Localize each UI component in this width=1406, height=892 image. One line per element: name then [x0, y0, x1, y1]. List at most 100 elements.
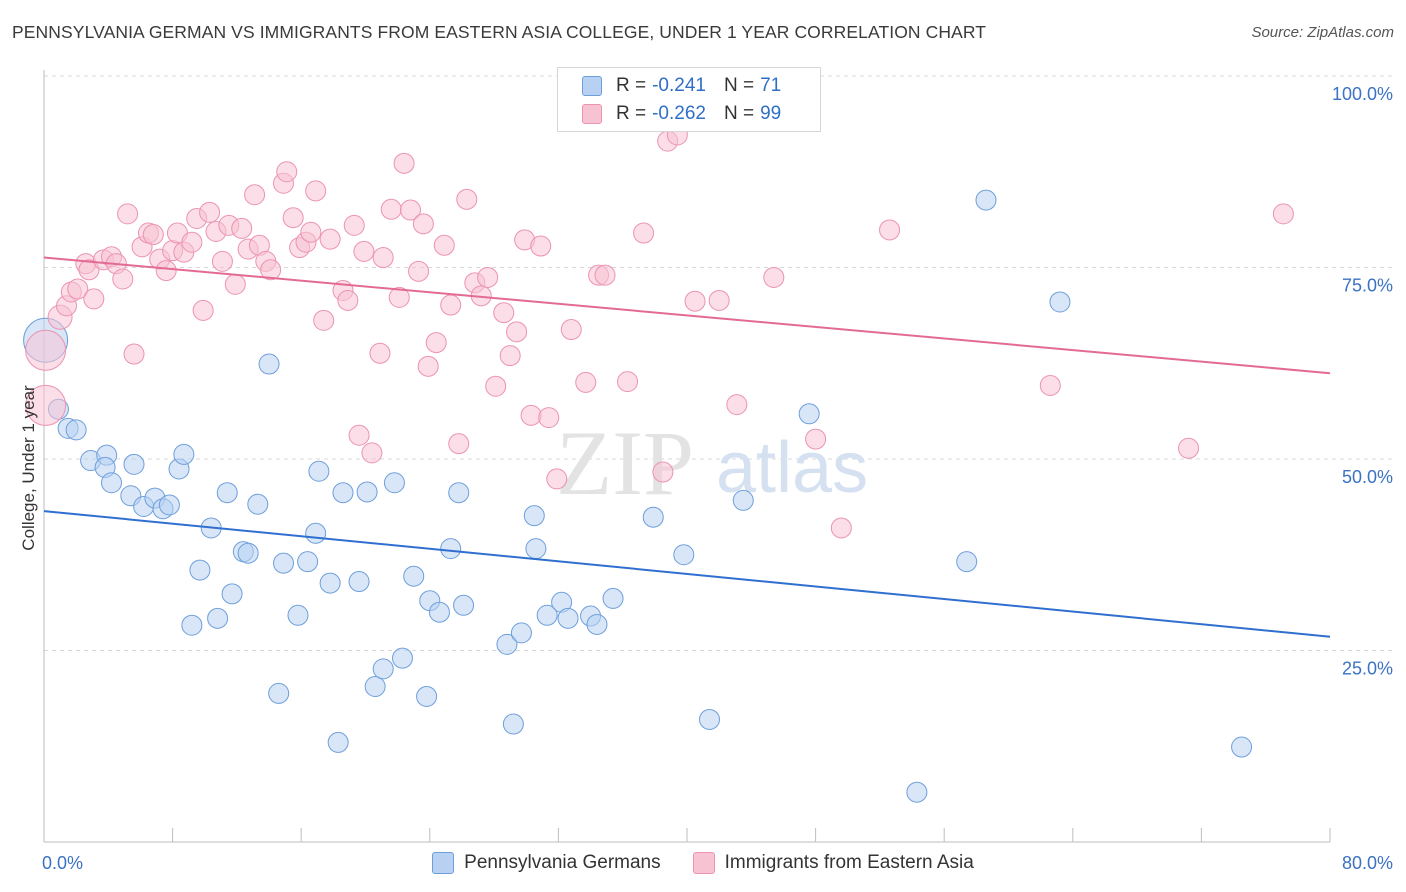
data-point [211, 250, 233, 272]
legend-swatch-pink [692, 852, 715, 874]
data-point [1178, 437, 1200, 459]
x-tick-label-max: 80.0% [1342, 853, 1393, 873]
data-point [369, 342, 391, 364]
data-point [181, 614, 203, 636]
y-tick-label: 50.0% [1342, 467, 1393, 487]
data-point [763, 266, 785, 288]
stats-legend: R = -0.241 N = 71 R = -0.262 N = 99 [557, 67, 821, 132]
trend-line-immigrants-eastern-asia [43, 256, 1331, 375]
data-point [433, 234, 455, 256]
data-point [181, 231, 203, 253]
series-immigrants-eastern-asia-points [25, 124, 1294, 539]
data-point [1039, 374, 1061, 396]
data-point [510, 622, 532, 644]
data-point [496, 633, 518, 655]
data-point [380, 198, 402, 220]
data-point [428, 601, 450, 623]
data-point [327, 731, 349, 753]
data-point [282, 207, 304, 229]
data-point [956, 551, 978, 573]
legend-swatch-blue [582, 76, 602, 96]
data-point [448, 482, 470, 504]
data-point [112, 268, 134, 290]
data-point [353, 240, 375, 262]
data-point [247, 493, 269, 515]
data-point [546, 468, 568, 490]
data-point [142, 224, 164, 246]
legend-item-immigrants-eastern-asia: Immigrants from Eastern Asia [692, 852, 974, 874]
y-tick-label: 25.0% [1342, 659, 1393, 679]
data-point [308, 460, 330, 482]
data-point [525, 538, 547, 560]
data-point [155, 260, 177, 282]
data-point [403, 565, 425, 587]
data-point [65, 419, 87, 441]
data-point [699, 708, 721, 730]
data-point [633, 222, 655, 244]
legend-swatch-blue [432, 852, 455, 874]
data-point [594, 264, 616, 286]
data-point [485, 375, 507, 397]
y-axis-title: College, Under 1 year [19, 385, 38, 551]
data-point [499, 345, 521, 367]
gridlines [44, 75, 1392, 651]
data-point [78, 259, 100, 281]
legend-label: Immigrants from Eastern Asia [724, 852, 974, 873]
data-point [448, 433, 470, 455]
legend-n-label: N = [723, 75, 755, 96]
data-point [25, 329, 67, 371]
data-point [305, 522, 327, 544]
data-point [1049, 291, 1071, 313]
legend-r-label: R = [616, 103, 647, 124]
data-point [393, 152, 415, 174]
data-point [192, 299, 214, 321]
chart-title: PENNSYLVANIA GERMAN VS IMMIGRANTS FROM E… [12, 22, 987, 42]
data-point [216, 482, 238, 504]
data-point [805, 428, 827, 450]
data-point [798, 403, 820, 425]
data-point [297, 551, 319, 573]
data-point [506, 321, 528, 343]
data-point [332, 482, 354, 504]
data-point [538, 407, 560, 429]
data-point [343, 214, 365, 236]
legend-row-immigrants-eastern-asia: R = -0.262 N = 99 [582, 102, 781, 126]
data-point [348, 424, 370, 446]
data-point [319, 572, 341, 594]
data-point [25, 384, 67, 426]
data-point [158, 494, 180, 516]
data-point [708, 289, 730, 311]
data-point [673, 544, 695, 566]
data-point [652, 461, 674, 483]
data-point [388, 286, 410, 308]
data-point [400, 199, 422, 221]
data-point [67, 278, 89, 300]
chart-source: Source: ZipAtlas.com [1251, 24, 1394, 41]
data-point [523, 505, 545, 527]
legend-label: Pennsylvania Germans [464, 852, 661, 873]
data-point [231, 217, 253, 239]
data-point [173, 443, 195, 465]
data-point [305, 180, 327, 202]
data-point [337, 289, 359, 311]
data-point [364, 676, 386, 698]
data-point [313, 309, 335, 331]
data-point [557, 607, 579, 629]
data-point [101, 472, 123, 494]
data-point [361, 442, 383, 464]
data-point [348, 571, 370, 593]
data-point [440, 538, 462, 560]
data-point [123, 343, 145, 365]
legend-item-pennsylvania-germans: Pennsylvania Germans [432, 852, 661, 874]
data-point [493, 302, 515, 324]
legend-n-value: 99 [760, 103, 782, 124]
data-point [536, 604, 558, 626]
legend-r-value: -0.241 [652, 75, 706, 96]
data-point [319, 228, 341, 250]
data-point [440, 294, 462, 316]
legend-n-label: N = [723, 103, 755, 124]
data-point [642, 506, 664, 528]
data-point [502, 713, 524, 735]
data-point [83, 288, 105, 310]
watermark-zip: ZIP [556, 412, 694, 514]
